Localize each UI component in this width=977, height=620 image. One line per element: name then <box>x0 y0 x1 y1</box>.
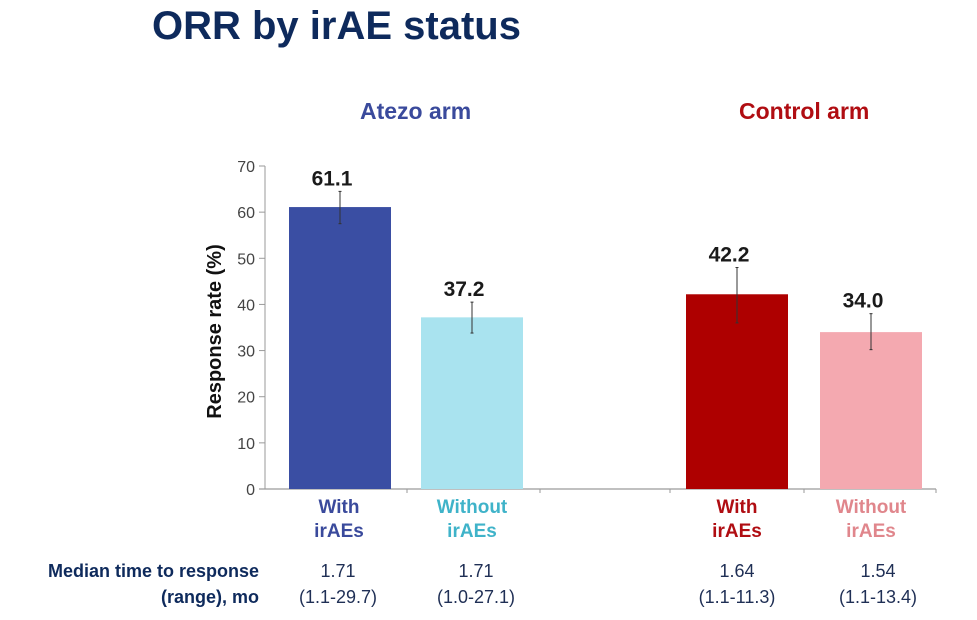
category-line2: irAEs <box>447 521 497 542</box>
bar <box>421 317 523 489</box>
bar-value-label: 37.2 <box>444 278 485 301</box>
category-label-control-with: With irAEs <box>672 496 802 544</box>
category-line1: With <box>716 497 758 518</box>
category-label-atezo-without: Without irAEs <box>407 496 537 544</box>
category-line1: Without <box>436 497 508 518</box>
category-label-control-without: Without irAEs <box>806 496 936 544</box>
median-label-line1: Median time to response <box>47 561 259 581</box>
bar-value-label: 34.0 <box>843 290 884 313</box>
median-time-row-label: Median time to response (range), mo <box>48 558 259 610</box>
median-range: (1.0-27.1) <box>436 587 516 607</box>
median-range: (1.1-13.4) <box>838 587 918 607</box>
median-range: (1.1-29.7) <box>298 587 378 607</box>
y-tick-label: 20 <box>237 390 255 407</box>
median-value: 1.64 <box>719 561 755 581</box>
y-tick-label: 30 <box>237 344 255 361</box>
category-line1: With <box>318 497 360 518</box>
category-line1: Without <box>835 497 907 518</box>
y-axis-label: Response rate (%) <box>204 244 226 419</box>
atezo-arm-label: Atezo arm <box>360 98 472 124</box>
median-value-atezo-with: 1.71 (1.1-29.7) <box>268 558 408 610</box>
y-tick-label: 60 <box>237 205 255 222</box>
bar <box>686 294 788 489</box>
category-label-atezo-with: With irAEs <box>274 496 404 544</box>
y-tick-label: 70 <box>237 159 255 176</box>
chart-title: ORR by irAE status <box>152 4 521 48</box>
bar-value-label: 61.1 <box>312 167 353 190</box>
category-line2: irAEs <box>846 521 896 542</box>
y-tick-label: 50 <box>237 251 255 268</box>
median-value: 1.71 <box>458 561 494 581</box>
median-value: 1.71 <box>320 561 356 581</box>
median-label-line2: (range), mo <box>160 587 259 607</box>
median-value-control-with: 1.64 (1.1-11.3) <box>667 558 807 610</box>
median-value-control-without: 1.54 (1.1-13.4) <box>808 558 948 610</box>
bar-value-label: 42.2 <box>709 244 750 267</box>
category-line2: irAEs <box>314 521 364 542</box>
category-line2: irAEs <box>712 521 762 542</box>
median-range: (1.1-11.3) <box>698 587 776 607</box>
median-value: 1.54 <box>860 561 896 581</box>
bar <box>820 332 922 489</box>
y-tick-label: 40 <box>237 297 255 314</box>
bar <box>289 207 391 489</box>
y-tick-label: 10 <box>237 436 255 453</box>
median-value-atezo-without: 1.71 (1.0-27.1) <box>406 558 546 610</box>
control-arm-label: Control arm <box>739 98 870 124</box>
y-tick-label: 0 <box>246 482 255 499</box>
